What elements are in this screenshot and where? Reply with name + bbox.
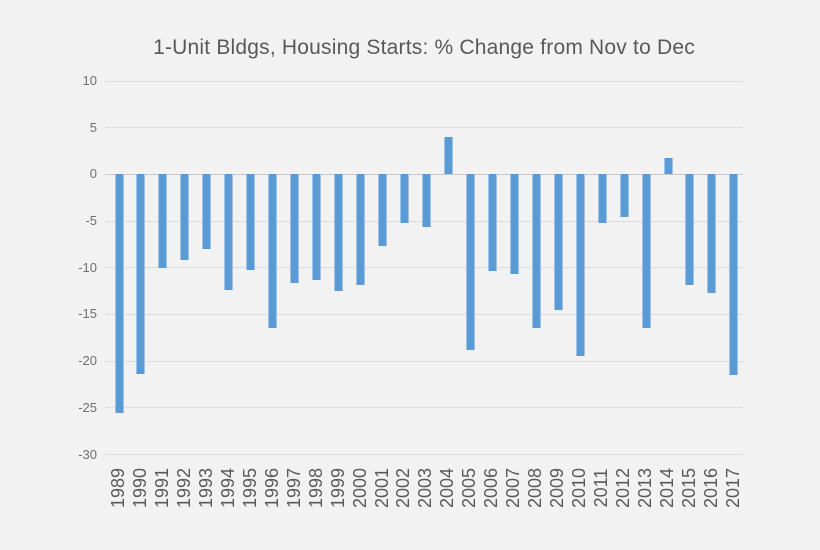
x-axis-label-2007: 2007 [503, 467, 524, 509]
bar-2008 [531, 174, 541, 329]
x-axis-label-1998: 1998 [305, 467, 326, 509]
bar-2005 [465, 174, 475, 350]
x-axis-label-2005: 2005 [459, 467, 480, 509]
bar-2017 [729, 174, 739, 376]
gridline [105, 313, 743, 315]
bar-2014 [663, 157, 673, 175]
x-axis-label-2014: 2014 [657, 467, 677, 509]
bar-1991 [158, 174, 168, 268]
x-axis-label-1997: 1997 [283, 467, 304, 509]
bar-2000 [356, 174, 366, 286]
bar-2010 [575, 174, 585, 356]
gridline [105, 267, 743, 269]
gridline [105, 80, 743, 82]
bar-1992 [180, 174, 190, 261]
chart-title: 1-Unit Bldgs, Housing Starts: % Change f… [153, 36, 695, 59]
y-axis-tick-label: 0 [89, 166, 97, 182]
bar-2016 [707, 174, 717, 293]
x-axis-label-1991: 1991 [151, 467, 172, 509]
x-axis-label-1994: 1994 [217, 467, 238, 509]
x-axis-label-2009: 2009 [547, 467, 568, 509]
bar-2004 [443, 137, 453, 175]
bar-1998 [312, 174, 322, 280]
y-axis-tick-label: -5 [85, 213, 97, 229]
x-axis-label-2001: 2001 [371, 467, 392, 509]
y-axis-tick-label: -10 [78, 259, 97, 275]
bar-2011 [597, 174, 607, 223]
bar-2003 [421, 174, 431, 227]
x-axis-label-1992: 1992 [173, 467, 194, 509]
x-axis-label-2006: 2006 [481, 467, 502, 509]
bar-1999 [334, 174, 344, 292]
x-axis-label-2002: 2002 [393, 467, 414, 509]
y-axis-tick-label: -15 [78, 306, 97, 322]
bar-2007 [509, 174, 519, 275]
bar-2012 [619, 174, 629, 218]
x-axis-label-1993: 1993 [195, 467, 216, 509]
y-axis-tick-label: 10 [82, 73, 97, 88]
bar-1989 [114, 174, 124, 414]
x-axis-label-1996: 1996 [261, 467, 282, 509]
x-axis-label-1995: 1995 [239, 467, 260, 509]
x-axis-label-2012: 2012 [613, 467, 634, 509]
x-axis-label-2003: 2003 [415, 467, 436, 509]
x-axis-label-2015: 2015 [678, 467, 699, 509]
bar-2013 [641, 174, 651, 328]
bar-1990 [136, 174, 146, 375]
bar-1993 [202, 174, 212, 250]
bar-2001 [378, 174, 388, 247]
bar-1996 [268, 174, 278, 329]
gridline [105, 127, 743, 129]
gridline [105, 407, 743, 409]
x-axis-label-2016: 2016 [700, 467, 721, 509]
x-axis-label-1989: 1989 [108, 467, 128, 509]
x-axis-label-2017: 2017 [722, 467, 743, 509]
x-axis-label-1990: 1990 [129, 467, 150, 509]
bar-2002 [399, 174, 409, 223]
bar-2015 [685, 174, 695, 285]
y-axis-tick-label: -20 [78, 353, 97, 369]
y-axis-tick-label: 5 [89, 119, 97, 135]
plot-area [105, 80, 743, 455]
bar-1994 [224, 174, 234, 291]
bar-1997 [290, 174, 300, 283]
bar-2006 [487, 174, 497, 271]
x-axis-label-1999: 1999 [327, 467, 348, 509]
x-axis-label-2010: 2010 [569, 467, 590, 509]
x-axis-label-2004: 2004 [437, 467, 458, 509]
x-axis-label-2011: 2011 [591, 468, 612, 508]
y-axis-tick-label: -30 [78, 446, 97, 462]
bar-2009 [553, 174, 563, 310]
x-axis-label-2000: 2000 [349, 467, 370, 509]
gridline [105, 454, 743, 455]
bar-1995 [246, 174, 256, 270]
x-axis-label-2013: 2013 [635, 467, 656, 509]
gridline [105, 360, 743, 362]
y-axis-tick-label: -25 [78, 399, 97, 415]
x-axis-label-2008: 2008 [525, 467, 546, 509]
